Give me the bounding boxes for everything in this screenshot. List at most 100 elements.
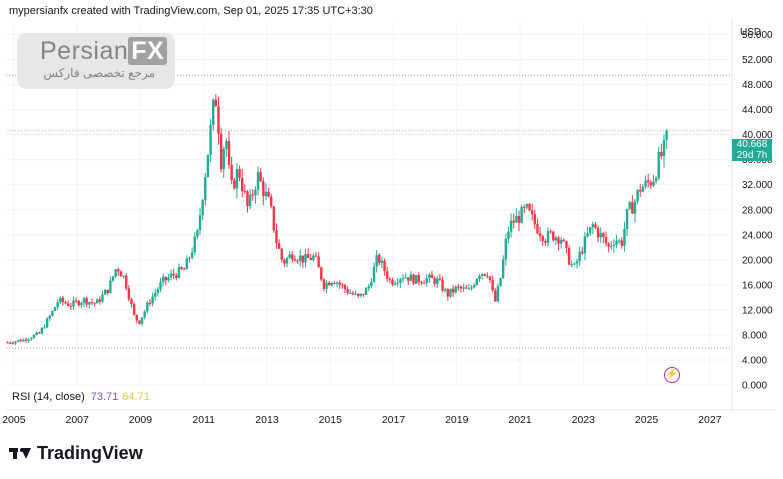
candle-body xyxy=(320,267,323,280)
candle-body xyxy=(61,297,65,303)
candle-body xyxy=(578,251,581,262)
candle-body xyxy=(77,300,80,306)
candle-body xyxy=(296,260,299,262)
candle-body xyxy=(491,280,494,291)
currency-label[interactable]: USD xyxy=(740,27,762,38)
candle-body xyxy=(441,279,444,291)
candle-body xyxy=(383,260,386,272)
tradingview-logo[interactable]: TradingView xyxy=(9,443,143,464)
candle-body xyxy=(570,264,573,266)
candle-body xyxy=(641,186,645,192)
candle-body xyxy=(272,206,276,231)
candle-body xyxy=(602,233,605,237)
candle-body xyxy=(164,276,167,281)
candle-body xyxy=(554,237,558,241)
candle-body xyxy=(499,277,502,287)
candle-body xyxy=(127,288,131,300)
candle-body xyxy=(251,194,254,196)
candle-body xyxy=(446,289,450,297)
candle-body xyxy=(27,339,30,341)
candle-body xyxy=(88,302,91,305)
candle-body xyxy=(293,259,297,261)
candle-body xyxy=(322,279,326,289)
candle-body xyxy=(475,279,479,285)
candle-body xyxy=(512,220,515,223)
candle-body xyxy=(362,293,365,295)
candle-body xyxy=(528,204,531,211)
candle-body xyxy=(649,182,653,186)
candle-body xyxy=(59,297,62,303)
x-tick-label: 2027 xyxy=(698,414,722,426)
candle-body xyxy=(515,215,518,223)
candle-body xyxy=(533,214,537,225)
candle-body xyxy=(227,141,231,165)
chart-caption: mypersianfx created with TradingView.com… xyxy=(9,5,373,17)
candle-body xyxy=(51,310,54,316)
candle-body xyxy=(404,277,407,279)
candle-body xyxy=(198,215,202,231)
x-tick-label: 2015 xyxy=(319,414,343,426)
candle-body xyxy=(388,278,392,280)
candle-body xyxy=(325,282,328,289)
candle-body xyxy=(354,293,357,295)
candle-body xyxy=(80,302,83,306)
rsi-title: RSI (14, close) xyxy=(12,391,85,403)
candle-body xyxy=(38,332,41,334)
candle-body xyxy=(156,289,160,294)
candle-body xyxy=(588,227,592,234)
candle-body xyxy=(414,275,418,284)
candle-body xyxy=(180,267,183,269)
candle-body xyxy=(486,275,489,277)
candle-body xyxy=(190,252,194,258)
candle-body xyxy=(370,282,373,287)
candle-body xyxy=(480,273,484,276)
candle-body xyxy=(433,278,436,284)
candle-body xyxy=(196,230,199,237)
candle-body xyxy=(425,278,428,283)
candle-body xyxy=(639,189,642,192)
candle-body xyxy=(48,315,51,319)
candle-body xyxy=(507,231,510,239)
candle-body xyxy=(449,288,452,297)
candle-body xyxy=(652,181,655,186)
candle-body xyxy=(140,317,144,324)
candle-body xyxy=(372,266,376,283)
candle-body xyxy=(443,289,447,291)
rsi-legend[interactable]: RSI (14, close) 73.71 64.71 xyxy=(12,391,150,403)
candle-body xyxy=(317,256,320,268)
candle-body xyxy=(375,254,378,267)
candle-body xyxy=(267,191,270,197)
candle-body xyxy=(393,283,397,285)
y-tick-label: 12.000 xyxy=(742,305,773,316)
candle-body xyxy=(391,279,394,285)
flash-icon[interactable]: ⚡ xyxy=(664,367,680,383)
candle-body xyxy=(525,204,529,208)
last-price-value: 40.668 xyxy=(736,139,768,150)
candle-body xyxy=(623,228,626,246)
candle-body xyxy=(351,292,355,295)
candle-body xyxy=(222,149,225,170)
candle-body xyxy=(559,239,563,244)
candle-body xyxy=(657,151,660,179)
candle-body xyxy=(130,299,133,305)
candle-body xyxy=(154,293,157,297)
candle-body xyxy=(438,278,442,280)
candle-body xyxy=(636,189,639,202)
candle-body xyxy=(420,282,423,284)
candle-body xyxy=(407,277,410,281)
candle-body xyxy=(90,302,94,304)
x-tick-label: 2025 xyxy=(635,414,659,426)
candle-body xyxy=(11,343,15,345)
candle-body xyxy=(122,275,125,277)
candle-body xyxy=(209,124,212,155)
y-tick-label: 48.000 xyxy=(742,80,773,91)
candle-body xyxy=(541,236,544,242)
y-tick-label: 4.000 xyxy=(742,355,767,366)
candle-body xyxy=(396,282,399,284)
candle-body xyxy=(428,274,431,279)
candle-body xyxy=(646,180,650,183)
candle-body xyxy=(172,273,175,276)
candle-body xyxy=(254,189,257,196)
